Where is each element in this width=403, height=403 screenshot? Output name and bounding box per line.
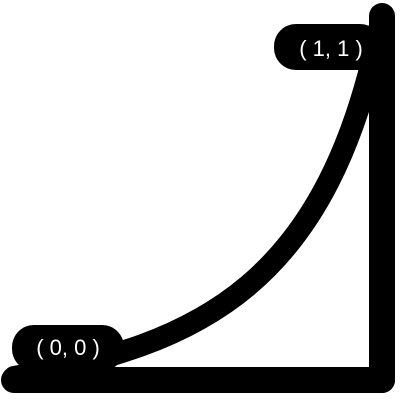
end-label-background (274, 24, 382, 70)
end-label-text: ( 1, 1 ) (299, 36, 363, 61)
start-label-background (12, 325, 124, 371)
start-point-label: ( 0, 0 ) (12, 325, 124, 371)
curve-path (3, 5, 393, 388)
start-label-text: ( 0, 0 ) (36, 335, 100, 360)
end-point-label: ( 1, 1 ) (274, 24, 382, 70)
